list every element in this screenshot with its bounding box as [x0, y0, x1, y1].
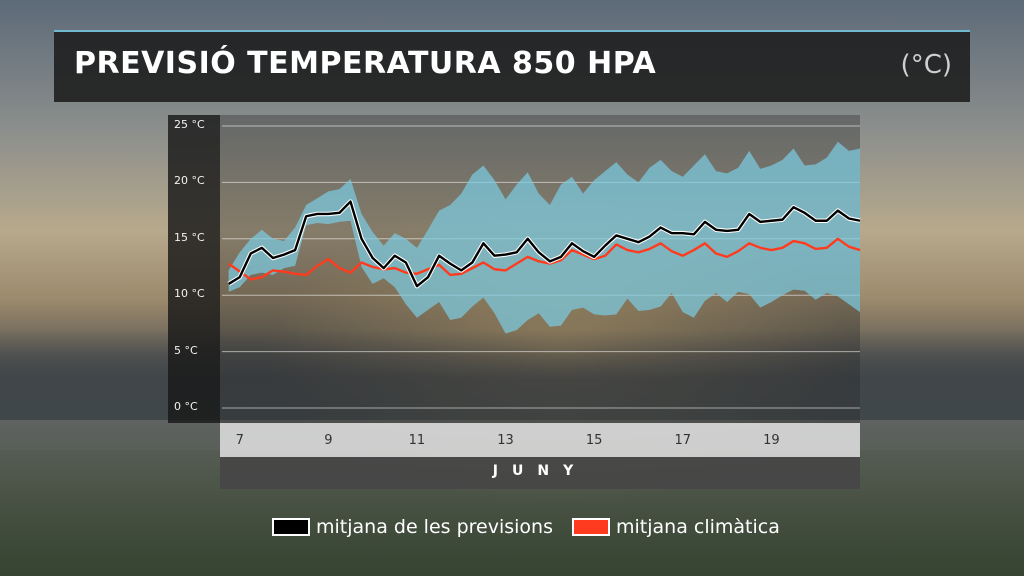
x-tick-label: 15 [585, 433, 603, 448]
x-tick-label: 7 [235, 433, 244, 448]
x-axis-panel [220, 423, 860, 457]
x-tick-label: 17 [674, 433, 692, 448]
month-panel [220, 457, 860, 489]
y-axis-panel [168, 115, 220, 423]
legend-climate: mitjana climàtica [572, 516, 780, 538]
x-tick-label: 9 [324, 433, 333, 448]
series-line-forecast [228, 200, 861, 288]
x-axis-label: JUNY [492, 463, 588, 479]
legend-climate-label: mitjana climàtica [616, 516, 780, 538]
y-tick-label: 10 °C [174, 287, 205, 301]
forecast-swatch [272, 518, 310, 536]
legend-forecast-label: mitjana de les previsions [316, 516, 553, 538]
title-bar: PREVISIÓ TEMPERATURA 850 HPA (°C) [54, 30, 970, 102]
unit-label: (°C) [900, 50, 952, 80]
y-tick-label: 15 °C [174, 230, 205, 244]
x-tick-label: 13 [497, 433, 514, 448]
forecast-spread-band [228, 141, 861, 334]
y-tick-label: 0 °C [174, 400, 198, 413]
chart-title: PREVISIÓ TEMPERATURA 850 HPA [74, 46, 657, 81]
y-tick-label: 20 °C [174, 174, 205, 188]
series-line-climate [227, 237, 861, 281]
x-tick-label: 11 [408, 433, 426, 448]
legend-forecast: mitjana de les previsions [272, 516, 553, 538]
y-tick-label: 5 °C [174, 343, 198, 357]
x-tick-label: 19 [763, 433, 780, 448]
y-tick-label: 25 °C [174, 118, 205, 131]
climate-swatch [572, 518, 610, 536]
